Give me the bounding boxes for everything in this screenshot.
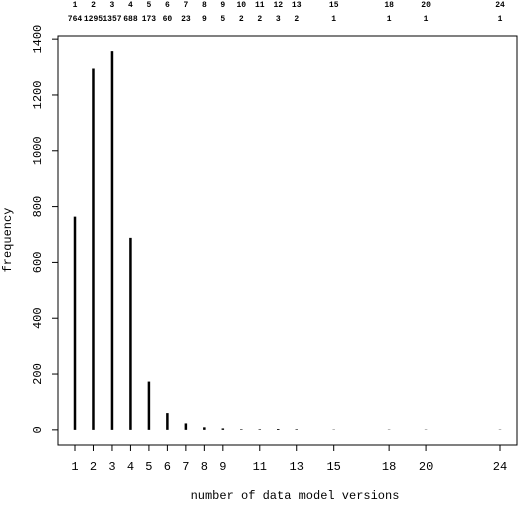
x-tick-label: 20 [419,460,433,474]
top-count-label: 60 [163,15,173,24]
top-count-label: 764 [68,15,83,24]
y-tick-label: 200 [31,363,45,385]
x-tick-label: 8 [201,460,208,474]
x-tick-label: 5 [145,460,152,474]
y-tick-label: 1400 [31,25,45,54]
x-tick-label: 7 [182,460,189,474]
y-axis-label: frequency [1,208,15,273]
x-tick-label: 3 [108,460,115,474]
top-x-label: 1 [73,1,78,10]
top-count-label: 9 [202,15,207,24]
top-x-label: 5 [147,1,152,10]
x-axis-label: number of data model versions [191,489,400,503]
x-tick-label: 24 [493,460,507,474]
x-tick-label: 13 [290,460,304,474]
top-count-label: 1 [331,15,336,24]
top-count-label: 3 [276,15,281,24]
top-count-label: 23 [181,15,191,24]
top-x-label: 15 [329,1,339,10]
top-x-label: 24 [495,1,505,10]
top-x-label: 10 [236,1,246,10]
x-tick-label: 4 [127,460,134,474]
top-x-label: 3 [110,1,115,10]
x-tick-label: 6 [164,460,171,474]
top-count-label: 1295 [84,15,103,24]
top-count-label: 2 [294,15,299,24]
x-tick-label: 15 [326,460,340,474]
top-count-label: 5 [220,15,225,24]
x-tick-label: 9 [219,460,226,474]
top-x-label: 9 [220,1,225,10]
x-tick-label: 2 [90,460,97,474]
top-x-label: 11 [255,1,265,10]
top-x-label: 7 [183,1,188,10]
top-count-label: 1 [498,15,503,24]
y-tick-label: 1200 [31,81,45,110]
top-count-label: 1 [424,15,429,24]
top-x-label: 13 [292,1,302,10]
x-tick-label: 18 [382,460,396,474]
y-tick-label: 0 [31,426,45,433]
top-x-label: 2 [91,1,96,10]
top-count-label: 1357 [102,15,121,24]
y-tick-label: 800 [31,196,45,218]
top-count-label: 688 [123,15,138,24]
plot-frame [57,35,518,446]
x-tick-label: 1 [71,460,78,474]
top-x-label: 12 [273,1,283,10]
top-x-label: 8 [202,1,207,10]
top-x-label: 6 [165,1,170,10]
y-tick-label: 1000 [31,136,45,165]
x-tick-label: 11 [253,460,267,474]
top-count-label: 1 [387,15,392,24]
y-tick-label: 400 [31,307,45,329]
top-count-label: 2 [239,15,244,24]
top-count-label: 173 [142,15,157,24]
top-x-label: 4 [128,1,133,10]
y-tick-label: 600 [31,252,45,274]
top-x-label: 20 [421,1,431,10]
top-count-label: 2 [257,15,262,24]
top-x-label: 18 [384,1,394,10]
